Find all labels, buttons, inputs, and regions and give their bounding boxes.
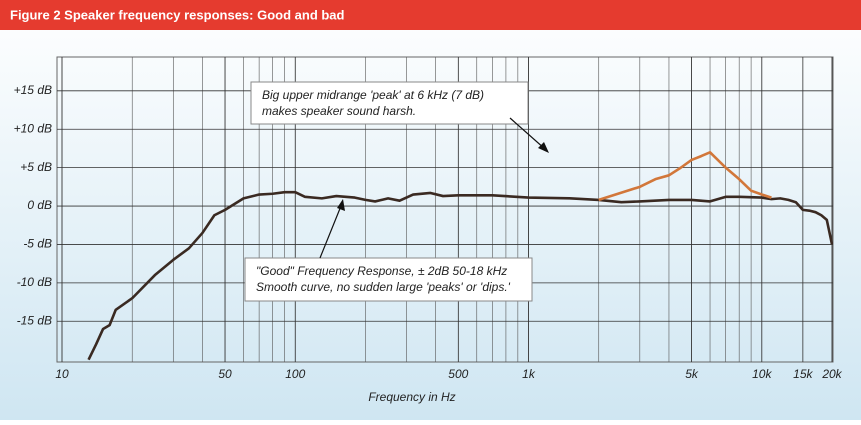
annotation-text: makes speaker sound harsh.: [262, 104, 416, 118]
y-tick-label: -5 dB: [23, 237, 52, 251]
arrowhead: [538, 142, 549, 153]
x-tick-label: 100: [285, 367, 305, 381]
chart-title: Figure 2 Speaker frequency responses: Go…: [10, 7, 345, 22]
x-tick-label: 5k: [685, 367, 699, 381]
header-bar: [0, 0, 861, 30]
y-tick-label: -10 dB: [17, 275, 52, 289]
x-tick-label: 20k: [821, 367, 842, 381]
x-axis-label: Frequency in Hz: [368, 390, 455, 404]
annotation-box: [250, 81, 529, 125]
y-tick-label: -15 dB: [17, 313, 52, 327]
annotation-text: Smooth curve, no sudden large 'peaks' or…: [256, 280, 511, 294]
annotation-box: [244, 257, 533, 302]
y-tick-label: +15 dB: [14, 83, 52, 97]
x-tick-label: 500: [448, 367, 468, 381]
series-line: [598, 150, 772, 202]
y-tick-label: +10 dB: [14, 121, 52, 135]
annotation-text: Big upper midrange 'peak' at 6 kHz (7 dB…: [262, 88, 484, 102]
annotation-text: "Good" Frequency Response, ± 2dB 50-18 k…: [256, 264, 507, 278]
x-tick-label: 10: [55, 367, 69, 381]
x-tick-label: 15k: [793, 367, 813, 381]
x-tick-label: 50: [218, 367, 232, 381]
y-tick-label: +5 dB: [20, 160, 52, 174]
series-line: [87, 190, 833, 361]
arrowhead: [337, 199, 345, 211]
y-tick-label: 0 dB: [27, 198, 52, 212]
annotation-arrow: [319, 205, 342, 259]
x-tick-label: 1k: [522, 367, 536, 381]
plot-frame: [56, 56, 834, 363]
x-tick-label: 10k: [752, 367, 772, 381]
annotations: Big upper midrange 'peak' at 6 kHz (7 dB…: [244, 81, 549, 302]
annotation-arrow: [509, 117, 546, 150]
